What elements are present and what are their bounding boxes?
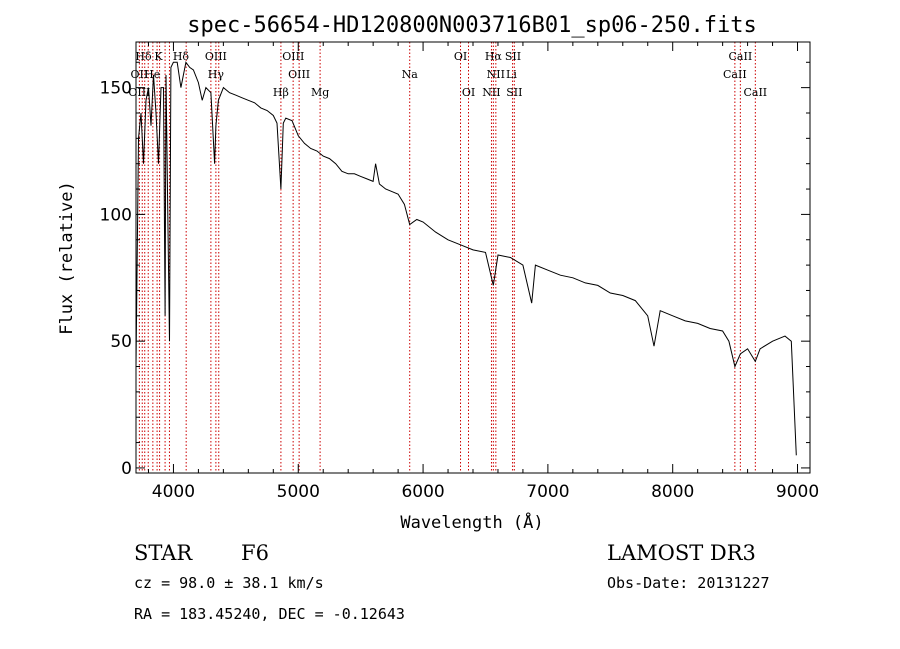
spectral-line-label: K — [154, 50, 163, 63]
spectral-line-label: SII — [506, 86, 522, 99]
object-class: STAR — [134, 541, 193, 565]
spectral-line-label: Hα — [485, 50, 503, 63]
redshift-velocity: cz = 98.0 ± 38.1 km/s — [134, 574, 324, 592]
x-tick-label: 6000 — [401, 482, 444, 502]
x-tick-label: 4000 — [152, 482, 195, 502]
observation-date: Obs-Date: 20131227 — [607, 574, 770, 592]
spectral-line-markers — [138, 42, 756, 473]
spectral-line-label: OIII — [288, 68, 310, 81]
x-tick-label: 7000 — [526, 482, 569, 502]
spectral-line-label: Hδ — [173, 50, 190, 63]
spectral-line-label: CaII — [723, 68, 747, 81]
y-axis-label: Flux (relative) — [57, 181, 77, 335]
spectral-line-label: OII — [131, 68, 149, 81]
spectral-line-label: OI — [454, 50, 467, 63]
spectral-line-label: SII — [505, 50, 521, 63]
x-tick-label: 8000 — [651, 482, 694, 502]
survey-name: LAMOST DR3 — [607, 541, 756, 565]
y-axis: 0 50 100 150 — [100, 61, 810, 479]
spectral-line-label: OI — [462, 86, 475, 99]
spectral-line-label: Hβ — [273, 86, 289, 99]
object-subclass: F6 — [241, 541, 269, 565]
x-axis-label: Wavelength (Å) — [400, 511, 543, 533]
y-tick-label: 100 — [100, 205, 132, 225]
spectral-line-label: CaII — [743, 86, 767, 99]
x-tick-label: 9000 — [776, 482, 819, 502]
spectral-line-label: OIII — [282, 50, 304, 63]
spectral-line-label: He — [144, 68, 160, 81]
spectral-line-label: Li — [506, 68, 517, 81]
spectral-line-label: OIII — [205, 50, 227, 63]
x-axis: 4000 5000 6000 7000 8000 9000 — [147, 42, 819, 502]
spectral-line-label: NII — [487, 68, 505, 81]
spectral-line-label: Na — [402, 68, 419, 81]
x-tick-label: 5000 — [277, 482, 320, 502]
spectral-line-label: OIII — [128, 86, 150, 99]
y-tick-label: 150 — [100, 79, 132, 99]
y-tick-label: 50 — [110, 332, 132, 352]
spectrum-series-line — [135, 61, 797, 456]
spectral-line-label: Mg — [311, 86, 329, 99]
plot-frame — [135, 41, 811, 474]
spectral-line-label: Hδ — [135, 50, 152, 63]
y-tick-label: 0 — [121, 459, 132, 479]
coordinates: RA = 183.45240, DEC = -0.12643 — [134, 605, 405, 623]
spectral-line-label: CaII — [729, 50, 753, 63]
chart-title: spec-56654-HD120800N003716B01_sp06-250.f… — [187, 13, 757, 38]
spectral-line-label: NII — [482, 86, 500, 99]
spectral-line-label: Hγ — [208, 68, 225, 81]
